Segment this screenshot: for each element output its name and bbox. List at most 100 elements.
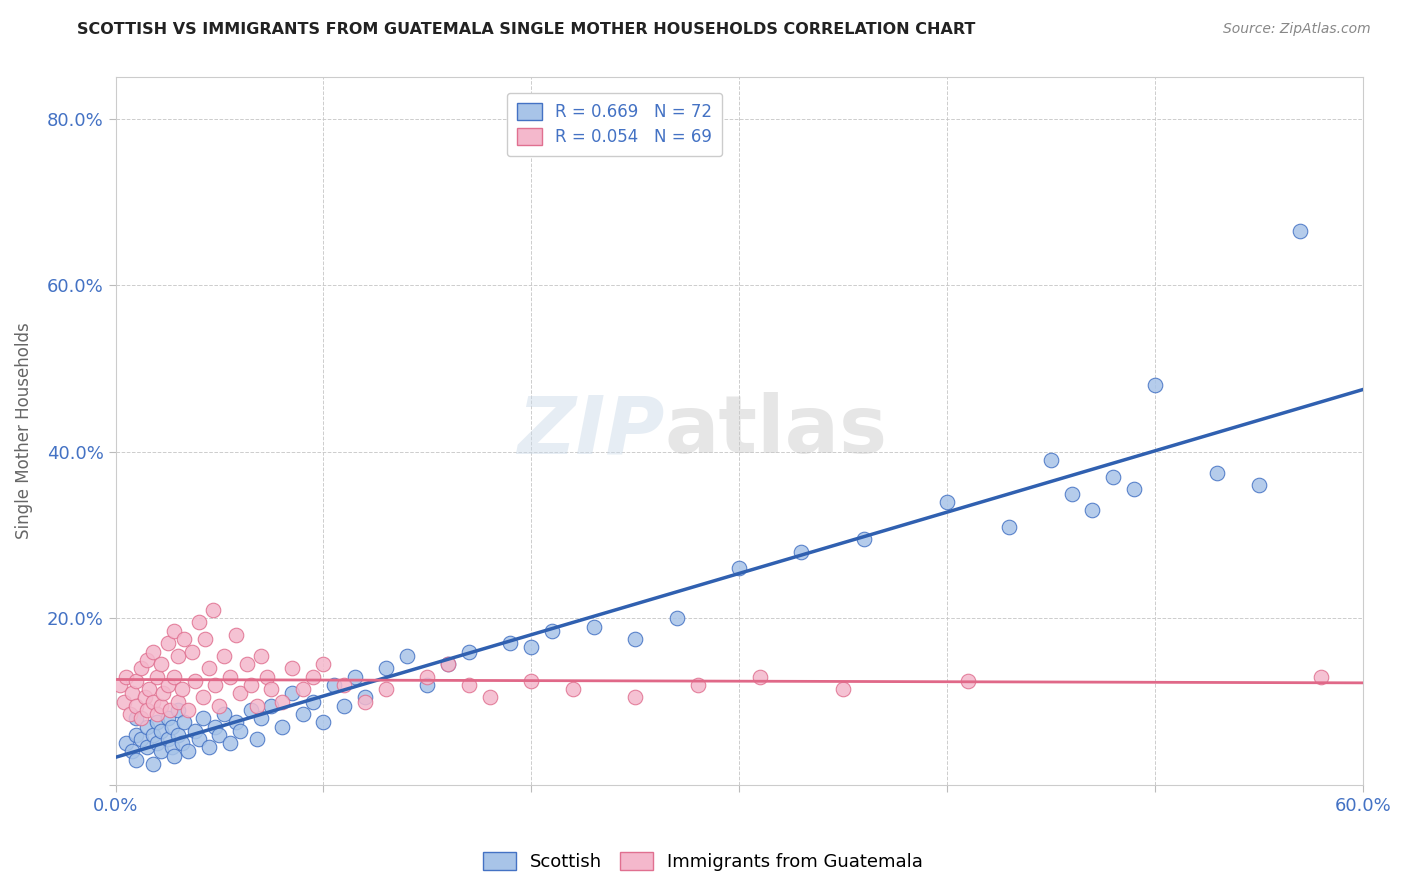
Point xyxy=(156,678,179,692)
Point xyxy=(187,731,209,746)
Point xyxy=(748,669,770,683)
Point xyxy=(208,698,231,713)
Point xyxy=(138,681,160,696)
Point xyxy=(437,657,460,672)
Point xyxy=(302,694,325,708)
Point xyxy=(125,711,148,725)
Point xyxy=(135,653,157,667)
Point xyxy=(183,723,205,738)
Point xyxy=(172,681,194,696)
Point xyxy=(156,636,179,650)
Point xyxy=(250,711,273,725)
Point xyxy=(561,681,583,696)
Point xyxy=(160,740,183,755)
Point xyxy=(181,645,204,659)
Point xyxy=(125,753,148,767)
Point xyxy=(194,632,217,647)
Point xyxy=(225,628,247,642)
Point xyxy=(167,648,190,663)
Point xyxy=(142,756,165,771)
Point xyxy=(125,673,148,688)
Point xyxy=(142,694,165,708)
Point xyxy=(129,731,152,746)
Point xyxy=(202,603,225,617)
Point xyxy=(125,698,148,713)
Point xyxy=(1123,483,1146,497)
Point xyxy=(333,698,356,713)
Point xyxy=(115,736,138,750)
Point xyxy=(177,744,200,758)
Point xyxy=(198,661,221,675)
Point xyxy=(219,736,242,750)
Point xyxy=(256,669,278,683)
Point xyxy=(212,706,235,721)
Point xyxy=(204,678,226,692)
Text: Source: ZipAtlas.com: Source: ZipAtlas.com xyxy=(1223,22,1371,37)
Point xyxy=(852,533,875,547)
Point xyxy=(219,669,242,683)
Legend: R = 0.669   N = 72, R = 0.054   N = 69: R = 0.669 N = 72, R = 0.054 N = 69 xyxy=(506,93,723,156)
Point xyxy=(187,615,209,630)
Point xyxy=(270,719,292,733)
Point xyxy=(146,736,169,750)
Point xyxy=(129,711,152,725)
Point xyxy=(115,669,138,683)
Point xyxy=(208,728,231,742)
Point xyxy=(172,736,194,750)
Point xyxy=(499,636,522,650)
Point xyxy=(458,678,481,692)
Point xyxy=(291,681,314,696)
Point xyxy=(150,744,173,758)
Point xyxy=(135,740,157,755)
Point xyxy=(478,690,501,705)
Point xyxy=(167,703,190,717)
Point xyxy=(1102,470,1125,484)
Point xyxy=(198,740,221,755)
Point xyxy=(229,686,252,700)
Point xyxy=(665,611,688,625)
Point xyxy=(686,678,709,692)
Point xyxy=(832,681,855,696)
Point xyxy=(177,703,200,717)
Point xyxy=(191,711,214,725)
Point xyxy=(142,645,165,659)
Point xyxy=(163,748,186,763)
Point xyxy=(343,669,366,683)
Point xyxy=(354,694,377,708)
Point xyxy=(167,694,190,708)
Point xyxy=(624,690,647,705)
Point xyxy=(125,728,148,742)
Legend: Scottish, Immigrants from Guatemala: Scottish, Immigrants from Guatemala xyxy=(475,845,931,879)
Point xyxy=(270,694,292,708)
Point xyxy=(291,706,314,721)
Point xyxy=(134,690,156,705)
Point xyxy=(333,678,356,692)
Point xyxy=(135,719,157,733)
Point xyxy=(302,669,325,683)
Point xyxy=(152,686,174,700)
Point xyxy=(163,669,186,683)
Point xyxy=(250,648,273,663)
Point xyxy=(1143,378,1166,392)
Point xyxy=(416,669,439,683)
Point xyxy=(728,561,751,575)
Point xyxy=(520,640,543,655)
Point xyxy=(312,715,335,730)
Point xyxy=(281,686,304,700)
Point xyxy=(998,520,1021,534)
Point xyxy=(183,673,205,688)
Point xyxy=(458,645,481,659)
Point xyxy=(520,673,543,688)
Point xyxy=(790,545,813,559)
Point xyxy=(150,723,173,738)
Point xyxy=(260,681,283,696)
Point xyxy=(121,744,143,758)
Point xyxy=(173,632,195,647)
Point xyxy=(239,678,262,692)
Point xyxy=(160,719,183,733)
Point xyxy=(112,694,135,708)
Point xyxy=(354,690,377,705)
Point xyxy=(935,495,957,509)
Text: SCOTTISH VS IMMIGRANTS FROM GUATEMALA SINGLE MOTHER HOUSEHOLDS CORRELATION CHART: SCOTTISH VS IMMIGRANTS FROM GUATEMALA SI… xyxy=(77,22,976,37)
Point xyxy=(246,698,269,713)
